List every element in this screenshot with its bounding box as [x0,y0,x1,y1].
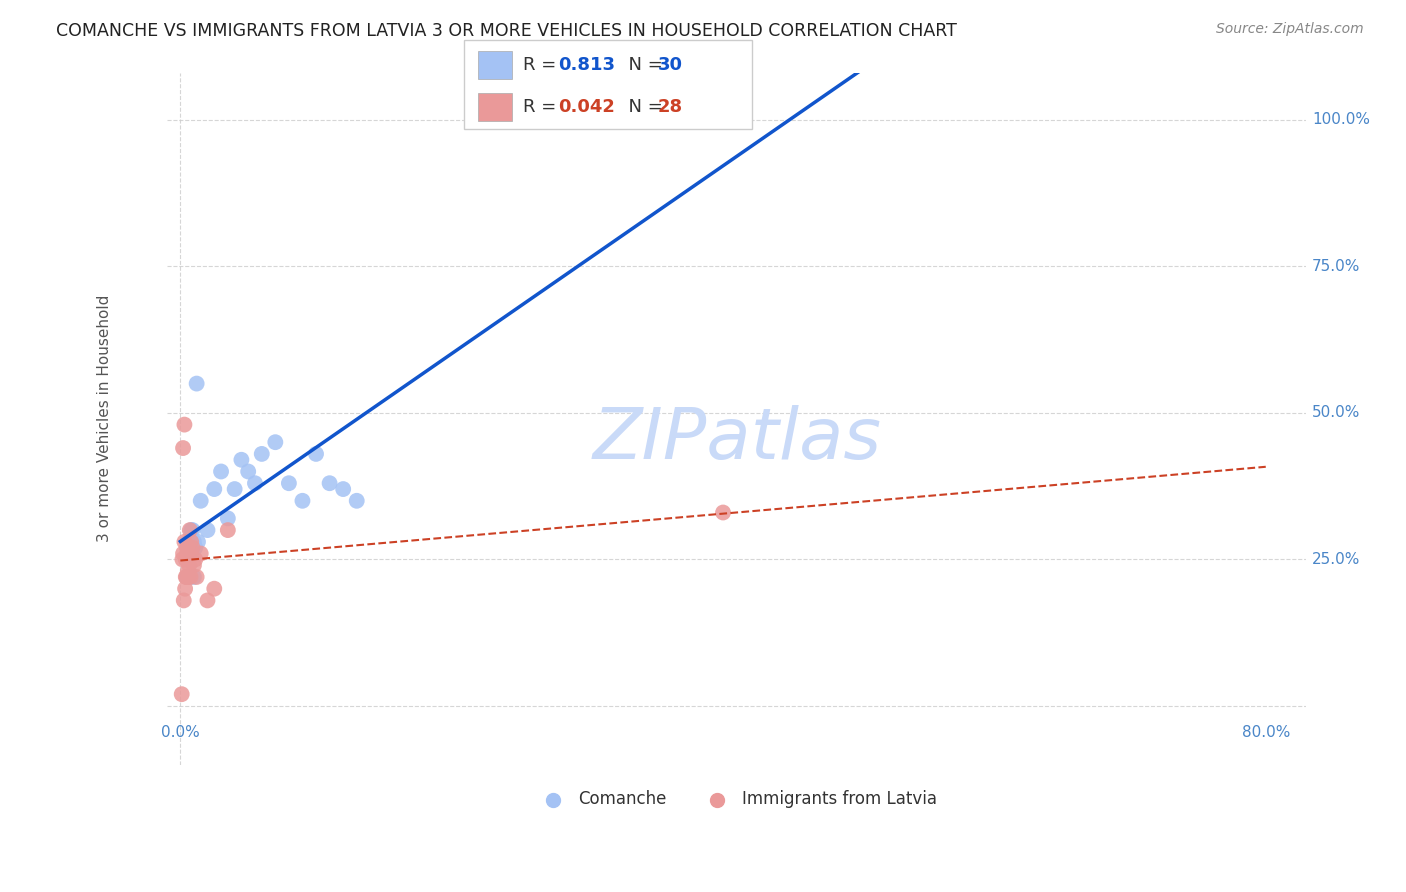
Point [170,687,193,701]
Point [318,476,340,491]
Point [183,570,205,584]
Point [180,570,202,584]
Text: ZIPatlas: ZIPatlas [592,405,882,474]
Point [250,447,273,461]
Point [176,570,198,584]
Point [174,582,197,596]
Text: 80.0%: 80.0% [1241,725,1289,740]
Text: 28: 28 [658,98,683,116]
Point [187,534,209,549]
Point [174,570,197,584]
Text: 0.042: 0.042 [558,98,614,116]
Point [172,552,194,566]
Point [346,493,368,508]
Point [177,570,200,584]
Point [179,523,201,537]
Text: 3 or more Vehicles in Household: 3 or more Vehicles in Household [97,295,111,542]
Point [181,541,204,555]
Text: 50.0%: 50.0% [1312,405,1361,420]
Point [264,435,287,450]
Text: Source: ZipAtlas.com: Source: ZipAtlas.com [1216,22,1364,37]
Point [209,465,232,479]
Point [183,558,205,573]
Point [184,541,207,555]
Point [173,534,195,549]
Point [186,376,208,391]
Point [224,482,246,496]
Point [197,523,219,537]
Point [243,476,266,491]
Point [202,482,225,496]
Point [291,493,314,508]
Point [217,511,239,525]
Text: R =: R = [523,56,562,74]
Point [173,417,195,432]
Point [176,547,198,561]
Text: N =: N = [617,98,669,116]
Point [172,441,194,455]
Text: 0.0%: 0.0% [160,725,200,740]
Point [177,534,200,549]
Point [180,547,202,561]
Text: 100.0%: 100.0% [1312,112,1371,128]
Point [711,506,734,520]
Point [202,582,225,596]
Point [176,570,198,584]
Text: 0.813: 0.813 [558,56,616,74]
Point [174,552,197,566]
Point [176,541,198,555]
Point [332,482,354,496]
Point [180,534,202,549]
Point [238,465,260,479]
Point [179,558,201,573]
Legend: Comanche, Immigrants from Latvia: Comanche, Immigrants from Latvia [530,784,943,815]
Point [172,547,194,561]
Point [190,547,212,561]
Text: R =: R = [523,98,562,116]
Point [177,564,200,578]
Point [231,452,253,467]
Point [181,523,204,537]
Text: 30: 30 [658,56,683,74]
Point [183,534,205,549]
Point [190,493,212,508]
Point [173,593,195,607]
Text: 75.0%: 75.0% [1312,259,1361,274]
Text: N =: N = [617,56,669,74]
Text: COMANCHE VS IMMIGRANTS FROM LATVIA 3 OR MORE VEHICLES IN HOUSEHOLD CORRELATION C: COMANCHE VS IMMIGRANTS FROM LATVIA 3 OR … [56,22,957,40]
Point [176,541,198,555]
Point [186,570,208,584]
Point [305,447,328,461]
Point [217,523,239,537]
Point [711,112,734,127]
Point [184,552,207,566]
Point [180,523,202,537]
Point [197,593,219,607]
Point [277,476,299,491]
Text: 25.0%: 25.0% [1312,552,1361,567]
Point [179,541,201,555]
